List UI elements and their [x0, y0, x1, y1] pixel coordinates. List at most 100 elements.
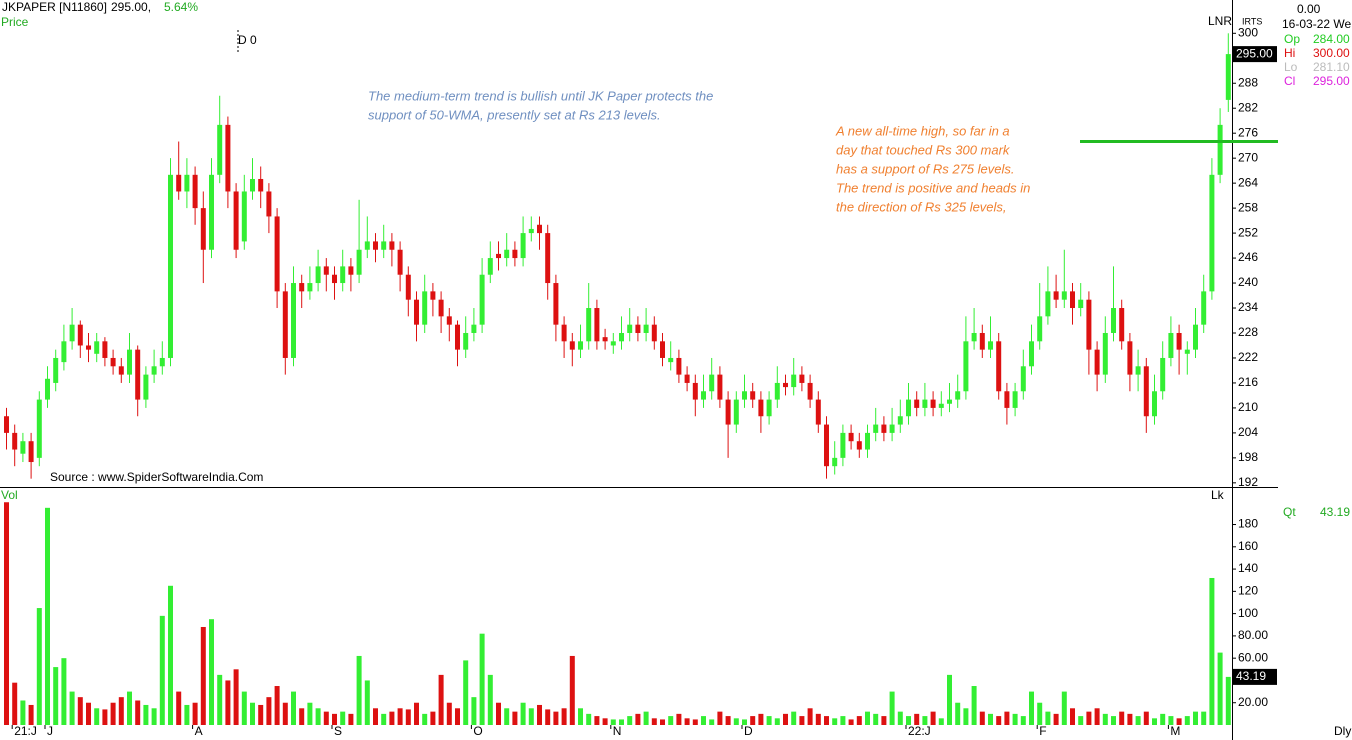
y-tick-label: 204: [1238, 425, 1258, 439]
volume-bar: [873, 713, 879, 725]
candle-body: [660, 341, 665, 358]
y-tick-label: 192: [1238, 475, 1258, 489]
volume-bar: [643, 711, 649, 725]
candle-body: [1053, 291, 1059, 300]
volume-bar: [1217, 652, 1223, 725]
candle-body: [438, 299, 444, 317]
volume-bar: [791, 711, 797, 725]
candle-body: [364, 241, 370, 250]
candle-body: [299, 283, 305, 292]
candle-body: [947, 399, 952, 404]
volume-bar: [504, 708, 510, 725]
volume-bar: [45, 507, 50, 725]
x-tick-label: D: [744, 724, 753, 738]
candle-body: [758, 399, 764, 417]
annotation-orange: has a support of Rs 275 levels.: [836, 161, 1015, 176]
candle-body: [274, 216, 280, 292]
candle-body: [733, 399, 739, 425]
candle-body: [922, 399, 928, 408]
y-tick-label: 198: [1238, 450, 1258, 464]
volume-bar: [233, 669, 239, 725]
volume-bar: [1086, 711, 1092, 725]
info-top: 0.00: [1297, 2, 1321, 16]
x-tick-label: J: [47, 724, 53, 738]
candle-body: [28, 441, 34, 463]
candle-body: [217, 124, 223, 175]
candle-body: [996, 341, 1002, 392]
volume-bar: [225, 680, 231, 725]
volume-bar: [414, 702, 419, 725]
volume-bar: [528, 708, 534, 725]
candle-body: [668, 357, 674, 363]
volume-bar: [586, 713, 592, 725]
candle-body: [332, 274, 337, 284]
volume-bar: [274, 686, 280, 725]
volume-bar: [717, 711, 723, 725]
candle-body: [1119, 308, 1125, 342]
candle-body: [602, 337, 608, 342]
volume-bar: [266, 697, 272, 725]
volume-bar: [69, 691, 75, 725]
candle-body: [545, 233, 551, 284]
candle-body: [701, 391, 706, 400]
volume-bar: [200, 626, 206, 725]
volume-bar: [610, 719, 616, 725]
candle-body: [717, 374, 723, 400]
volume-bar: [118, 697, 124, 725]
candle-body: [824, 424, 829, 467]
candle-body: [430, 291, 436, 300]
candle-body: [1045, 291, 1051, 317]
volume-bar: [373, 708, 378, 725]
volume-bar: [258, 704, 264, 725]
volume-bar: [323, 711, 329, 725]
y-tick-label: 264: [1238, 175, 1258, 189]
candle-body: [1152, 391, 1157, 417]
volume-bar: [725, 716, 731, 725]
vol-tick-label: 120: [1238, 584, 1258, 598]
volume-bar: [1225, 676, 1231, 725]
candle-body: [422, 291, 428, 325]
volume-bar: [561, 708, 567, 725]
volume-bar: [332, 713, 337, 725]
candle-body: [955, 391, 961, 400]
volume-tag: 43.19: [1236, 669, 1266, 683]
candle-body: [1168, 332, 1174, 358]
candle-body: [373, 241, 378, 250]
volume-bar: [692, 719, 698, 725]
volume-bar: [1029, 691, 1034, 725]
candle-body: [94, 341, 100, 354]
volume-bar: [479, 633, 485, 725]
candle-body: [225, 124, 231, 192]
info-label: Cl: [1284, 74, 1295, 88]
volume-bar: [291, 691, 296, 725]
volume-bar: [430, 711, 436, 725]
volume-bar: [20, 700, 26, 725]
volume-bar: [159, 615, 165, 725]
volume-bar: [594, 716, 600, 725]
source: Source : www.SpiderSoftwareIndia.Com: [50, 470, 263, 484]
y-tick-label: 222: [1238, 350, 1258, 364]
volume-bar: [1037, 702, 1043, 725]
candle-body: [4, 416, 9, 433]
volume-bar: [815, 713, 821, 725]
volume-bar: [963, 708, 969, 725]
candle-body: [684, 374, 690, 383]
candle-body: [586, 308, 592, 342]
period-label: Dly: [1334, 724, 1351, 738]
x-tick-label: N: [613, 724, 622, 738]
candle-body: [643, 324, 649, 333]
candle-body: [512, 249, 518, 259]
candle-body: [971, 332, 977, 342]
volume-bar: [463, 660, 469, 725]
candle-body: [110, 357, 116, 367]
volume-tag-bg: [1233, 668, 1277, 685]
volume-bar: [684, 718, 690, 725]
price-tag-bg: [1233, 46, 1277, 63]
candle-body: [742, 391, 747, 400]
candle-body: [315, 266, 321, 284]
volume-bar: [955, 702, 961, 725]
volume-bar: [897, 711, 903, 725]
candle-body: [151, 366, 157, 375]
y-tick-label: 228: [1238, 325, 1258, 339]
volume-bar: [53, 667, 59, 725]
